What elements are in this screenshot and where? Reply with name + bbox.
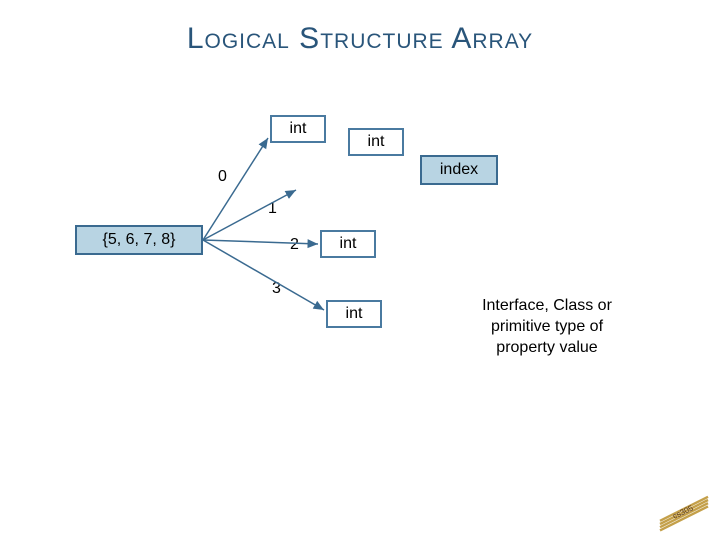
edge-label-3: 3 (272, 280, 281, 298)
node-int-mid: int (320, 230, 376, 258)
caption-line: property value (496, 339, 597, 356)
node-label: int (368, 133, 385, 151)
node-label: int (290, 120, 307, 138)
page-title: Logical Structure Array (0, 22, 720, 56)
node-label: {5, 6, 7, 8} (103, 231, 176, 249)
node-label: index (440, 161, 478, 179)
edge-label-1: 1 (268, 200, 277, 218)
node-int-top: int (270, 115, 326, 143)
node-label: int (346, 305, 363, 323)
edge-label-0: 0 (218, 168, 227, 186)
node-index: index (420, 155, 498, 185)
edges-svg (0, 0, 720, 540)
caption: Interface, Class or primitive type of pr… (462, 296, 632, 358)
node-int-low: int (326, 300, 382, 328)
node-int-right: int (348, 128, 404, 156)
caption-line: primitive type of (491, 318, 603, 335)
corner-badge: cs305 (656, 492, 712, 532)
edge-label-2: 2 (290, 236, 299, 254)
node-array: {5, 6, 7, 8} (75, 225, 203, 255)
node-label: int (340, 235, 357, 253)
caption-line: Interface, Class or (482, 297, 612, 314)
